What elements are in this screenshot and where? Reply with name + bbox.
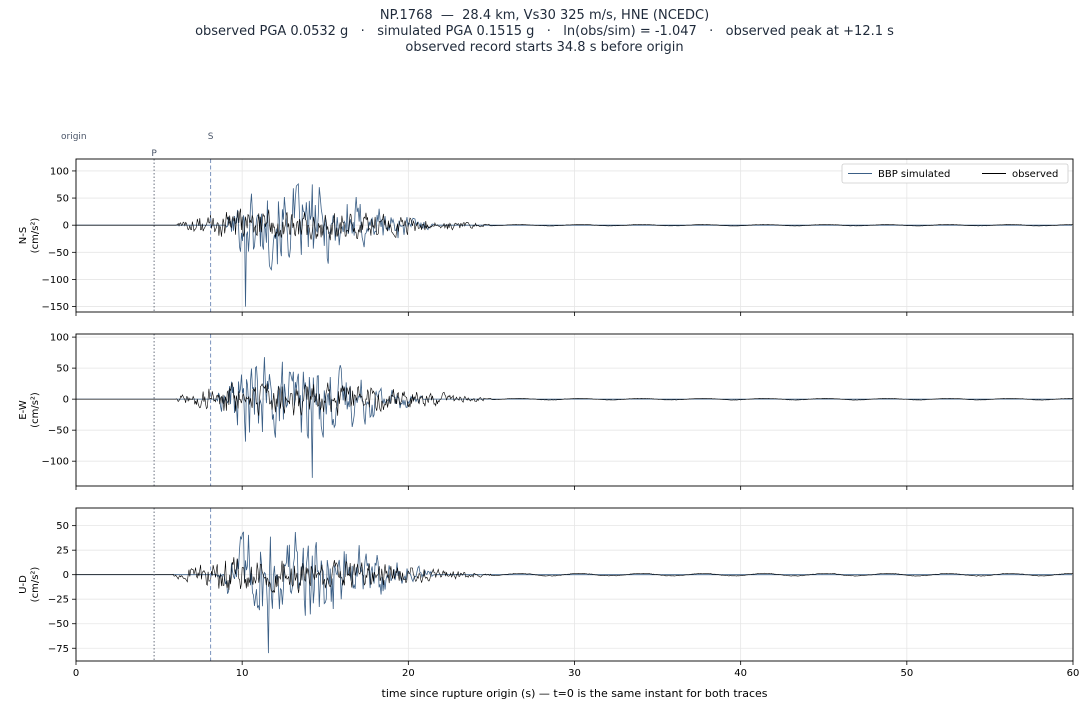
y-tick-label: −75: [48, 644, 69, 655]
title-line-3: observed record starts 34.8 s before ori…: [405, 40, 684, 55]
simulated-trace: [76, 182, 1072, 307]
traces: [76, 531, 1073, 654]
y-axis-label: E-W(cm/s²): [18, 392, 41, 428]
y-tick-label: 50: [56, 194, 69, 205]
x-axis-label: time since rupture origin (s) — t=0 is t…: [382, 687, 768, 700]
observed-trace: [76, 382, 1073, 416]
s-marker-label: S: [208, 132, 214, 142]
chart-title: NP.1768 — 28.4 km, Vs30 325 m/s, HNE (NC…: [0, 8, 1089, 56]
observed-trace: [76, 208, 1073, 241]
y-tick-label: −25: [48, 595, 69, 606]
y-tick-label: 100: [50, 333, 69, 344]
legend-label-simulated: BBP simulated: [878, 169, 950, 180]
y-tick-label: −100: [42, 457, 69, 468]
y-tick-label: 0: [63, 570, 69, 581]
legend-label-observed: observed: [1012, 169, 1058, 180]
y-tick-label: 100: [50, 166, 69, 177]
y-tick-label: 50: [56, 364, 69, 375]
x-tick-label: 50: [900, 668, 913, 679]
x-tick-label: 30: [568, 668, 581, 679]
y-tick-label: −50: [48, 248, 69, 259]
legend-box: [841, 163, 1069, 184]
x-tick-label: 10: [236, 668, 249, 679]
panel-3: −75 −50 −25 0 25 50 0 10 20 30 40 50 60 U-D(cm/s²): [18, 507, 1080, 679]
observed-trace: [76, 557, 1073, 594]
simulated-trace: [76, 531, 1072, 654]
p-marker-label: P: [151, 149, 157, 159]
x-tick-label: 20: [402, 668, 415, 679]
traces: [76, 182, 1073, 307]
y-tick-label: −50: [48, 426, 69, 437]
panel-2: −100 −50 0 50 100 E-W(cm/s²): [18, 333, 1074, 490]
x-tick-label: 0: [73, 668, 79, 679]
simulated-trace: [76, 357, 1072, 478]
origin-marker-label: origin: [61, 132, 87, 142]
traces: [76, 357, 1073, 478]
title-line-2: observed PGA 0.0532 g · simulated PGA 0.…: [195, 24, 894, 39]
x-tick-label: 60: [1067, 668, 1080, 679]
y-axis-label: N-S(cm/s²): [18, 218, 41, 254]
y-axis-label: U-D(cm/s²): [18, 567, 41, 603]
title-line-1: NP.1768 — 28.4 km, Vs30 325 m/s, HNE (NC…: [379, 8, 710, 23]
x-tick-label: 40: [734, 668, 747, 679]
legend: BBP simulated observed: [841, 163, 1069, 184]
y-tick-label: −50: [48, 619, 69, 630]
y-tick-label: 0: [63, 221, 69, 232]
y-tick-label: −100: [42, 275, 69, 286]
panel-1: −150 −100 −50 0 50 100 N-S(cm/s²) BBP simulated…: [18, 158, 1074, 316]
y-tick-label: 25: [56, 546, 69, 557]
y-tick-label: −150: [42, 302, 69, 313]
y-tick-label: 50: [56, 521, 69, 532]
y-tick-label: 0: [63, 395, 69, 406]
